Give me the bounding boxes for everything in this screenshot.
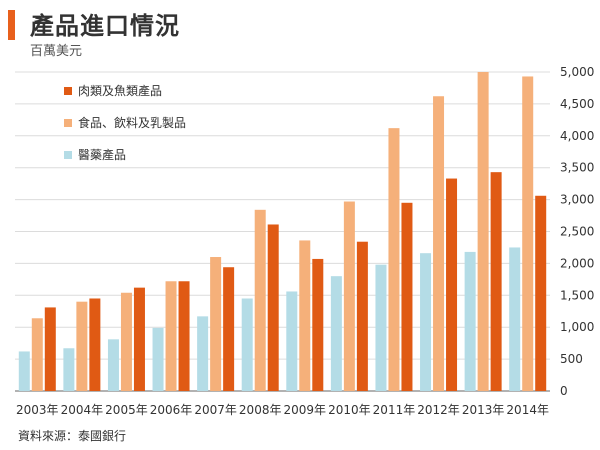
bar-pharma-1 [63, 348, 75, 391]
legend-label: 肉類及魚類產品 [78, 84, 163, 98]
y-tick-label: 0 [560, 384, 568, 398]
y-tick-label: 5,000 [560, 65, 594, 79]
y-tick-label: 3,000 [560, 193, 594, 207]
bar-food-8 [388, 128, 400, 392]
bar-meat-2 [133, 287, 145, 391]
bar-food-10 [477, 72, 489, 391]
bar-meat-7 [356, 241, 368, 391]
x-tick-label: 2014年 [506, 403, 549, 417]
y-tick-label: 4,000 [560, 129, 594, 143]
bar-pharma-7 [330, 276, 342, 391]
x-tick-label: 2006年 [150, 403, 193, 417]
bar-food-5 [254, 209, 266, 391]
x-tick-label: 2010年 [328, 403, 371, 417]
bar-food-7 [343, 201, 355, 391]
legend-item: 醫藥產品 [64, 146, 126, 163]
bar-meat-6 [312, 258, 324, 391]
source-note: 資料來源：泰國銀行 [18, 429, 127, 443]
y-tick-label: 1,500 [560, 288, 594, 302]
legend-label: 食品、飲料及乳製品 [78, 116, 187, 130]
bar-food-9 [433, 96, 445, 391]
y-tick-label: 2,000 [560, 256, 594, 270]
x-tick-label: 2012年 [417, 403, 460, 417]
legend-swatch [64, 86, 72, 95]
x-tick-label: 2005年 [105, 403, 148, 417]
legend-item: 肉類及魚類產品 [64, 82, 162, 99]
bar-food-4 [210, 257, 222, 391]
x-tick-label: 2004年 [61, 403, 104, 417]
bar-meat-3 [178, 281, 190, 391]
x-tick-label: 2008年 [239, 403, 282, 417]
bar-pharma-2 [107, 339, 119, 391]
bar-meat-8 [401, 202, 413, 391]
bar-pharma-9 [420, 253, 432, 391]
y-tick-label: 2,500 [560, 225, 594, 239]
x-tick-label: 2011年 [373, 403, 416, 417]
bar-pharma-6 [286, 291, 298, 391]
title-accent-bar [8, 10, 15, 40]
legend-label: 醫藥產品 [78, 148, 127, 162]
bar-pharma-4 [197, 316, 209, 391]
x-tick-label: 2013年 [462, 403, 505, 417]
legend-item: 食品、飲料及乳製品 [64, 114, 186, 131]
bar-pharma-5 [241, 298, 253, 391]
bar-food-1 [76, 301, 88, 391]
bar-meat-10 [490, 172, 502, 391]
bar-pharma-3 [152, 327, 164, 391]
bar-pharma-0 [18, 351, 30, 391]
y-tick-label: 500 [560, 352, 583, 366]
bar-pharma-8 [375, 264, 387, 391]
bar-meat-11 [535, 195, 547, 391]
y-tick-label: 4,500 [560, 97, 594, 111]
bar-food-0 [31, 318, 43, 391]
legend-swatch [64, 150, 72, 159]
bar-meat-5 [267, 224, 279, 391]
bar-pharma-10 [464, 251, 476, 391]
x-tick-label: 2009年 [284, 403, 327, 417]
bar-food-11 [522, 76, 534, 391]
bar-meat-1 [89, 298, 101, 391]
chart-unit-subtitle: 百萬美元 [30, 44, 83, 59]
y-tick-label: 1,000 [560, 320, 594, 334]
x-tick-label: 2007年 [194, 403, 237, 417]
bar-food-3 [165, 281, 177, 391]
bar-food-2 [120, 292, 132, 391]
bar-meat-9 [446, 178, 458, 391]
legend-swatch [64, 118, 72, 127]
bar-pharma-11 [509, 247, 521, 391]
bar-food-6 [299, 240, 311, 391]
y-tick-label: 3,500 [560, 161, 594, 175]
x-tick-label: 2003年 [16, 403, 59, 417]
chart-title: 產品進口情況 [30, 12, 180, 40]
bar-meat-4 [223, 267, 235, 391]
bar-meat-0 [44, 307, 56, 391]
